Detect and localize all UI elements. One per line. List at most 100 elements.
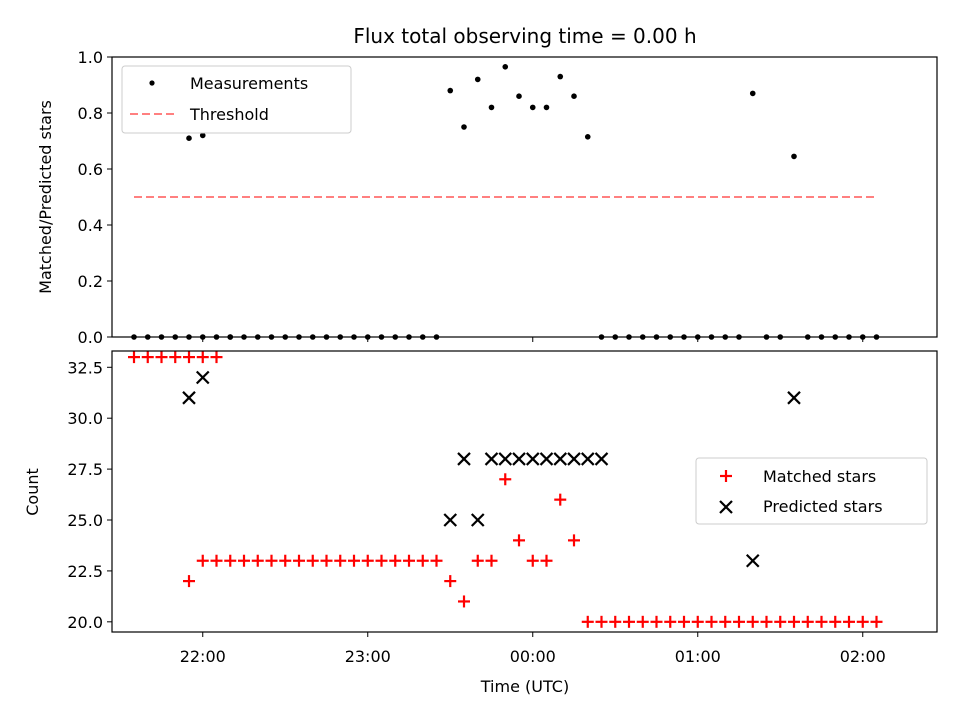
matched-star-point — [196, 351, 209, 364]
x-tick-label: 00:00 — [510, 647, 556, 666]
matched-star-point — [526, 554, 539, 567]
top-legend-box — [121, 65, 352, 134]
matched-star-point — [540, 554, 553, 567]
predicted-star-point — [539, 452, 554, 466]
predicted-star-point — [498, 452, 513, 466]
bottom-legend: Matched stars Predicted stars — [695, 457, 928, 525]
matched-star-point — [678, 615, 690, 628]
bottom-panel: 20.0 22.5 25.0 27.5 30.0 32.5 22:00 23:00 00:00… — [23, 350, 938, 696]
predicted-star-point — [745, 553, 760, 568]
matched-star-point — [554, 493, 567, 506]
measurement-point — [502, 64, 509, 70]
matched-star-point — [361, 554, 374, 567]
top-y-tick-label: 0.4 — [78, 216, 103, 235]
matched-star-point — [513, 534, 525, 547]
matched-star-point — [141, 351, 154, 364]
top-y-tick-label: 0.0 — [78, 328, 103, 347]
matched-star-point — [293, 554, 305, 567]
matched-star-point — [788, 615, 800, 628]
matched-star-point — [183, 575, 195, 588]
predicted-star-point — [525, 452, 540, 466]
matched-star-point — [430, 554, 443, 567]
matched-star-point — [636, 615, 649, 628]
matched-star-point — [210, 351, 223, 364]
matched-star-point — [760, 615, 773, 628]
legend-predicted-marker — [719, 500, 733, 514]
matched-star-point — [375, 554, 388, 567]
x-tick-label: 01:00 — [675, 647, 721, 666]
predicted-star-point — [470, 513, 485, 527]
predicted-star-point — [594, 452, 609, 466]
legend-matched-label: Matched stars — [763, 467, 876, 486]
predicted-star-point — [580, 452, 595, 466]
matched-star-point — [650, 615, 663, 628]
legend-matched-marker — [720, 470, 732, 482]
top-axes-frame — [111, 56, 938, 338]
measurement-point — [447, 87, 454, 94]
bottom-plot-area — [128, 351, 883, 628]
measurement-point — [749, 90, 756, 97]
top-legend: Measurements Threshold — [121, 65, 352, 134]
matched-star-point — [623, 615, 635, 628]
matched-star-point — [815, 615, 828, 628]
measurement-point — [791, 153, 797, 160]
measurement-point — [488, 104, 495, 111]
matched-star-point — [196, 554, 209, 567]
matched-star-point — [843, 615, 855, 628]
predicted-star-point — [443, 513, 458, 527]
matched-star-point — [128, 351, 140, 364]
matched-star-point — [801, 615, 814, 628]
bottom-y-tick-label: 25.0 — [67, 511, 103, 530]
matched-star-point — [856, 615, 869, 628]
x-tick-label: 02:00 — [840, 647, 886, 666]
matched-star-point — [348, 554, 360, 567]
top-y-tick-label: 1.0 — [78, 48, 103, 67]
matched-star-point — [334, 554, 347, 567]
matched-star-point — [595, 615, 608, 628]
measurement-point — [529, 104, 536, 111]
predicted-star-point — [457, 452, 471, 466]
matched-star-point — [471, 554, 484, 567]
predicted-star-point — [195, 370, 210, 385]
matched-star-point — [499, 473, 512, 486]
bottom-y-tick-label: 22.5 — [67, 562, 103, 581]
measurement-point — [557, 73, 564, 80]
matched-star-point — [458, 595, 470, 608]
matched-star-point — [183, 351, 195, 364]
matched-star-point — [609, 615, 622, 628]
top-y-axis: 0.0 0.2 0.4 0.6 0.8 1.0 — [78, 48, 112, 347]
top-y-axis-label: Matched/Predicted stars — [36, 100, 55, 294]
matched-star-point — [568, 534, 580, 547]
matched-star-point — [870, 615, 883, 628]
predicted-star-point — [553, 452, 568, 466]
matched-star-point — [664, 615, 677, 628]
x-tick-label: 23:00 — [345, 647, 391, 666]
matched-star-point — [238, 554, 250, 567]
chart-title: Flux total observing time = 0.00 h — [353, 24, 696, 48]
matched-star-point — [691, 615, 704, 628]
bottom-y-tick-label: 20.0 — [67, 613, 103, 632]
matched-star-point — [279, 554, 292, 567]
top-y-tick-label: 0.6 — [78, 160, 103, 179]
measurement-point — [584, 134, 591, 140]
legend-threshold-label: Threshold — [189, 105, 269, 124]
matched-star-point — [733, 615, 745, 628]
matched-star-point — [719, 615, 732, 628]
matched-star-point — [224, 554, 237, 567]
matched-star-point — [403, 554, 415, 567]
matched-star-point — [774, 615, 787, 628]
predicted-star-point — [567, 452, 581, 466]
matched-star-point — [581, 615, 594, 628]
measurement-point — [516, 93, 522, 99]
top-y-tick-label: 0.8 — [78, 104, 103, 123]
matched-star-point — [485, 554, 498, 567]
matched-star-point — [169, 351, 182, 364]
predicted-star-point — [484, 452, 499, 466]
measurement-point — [199, 132, 206, 139]
matched-star-point — [210, 554, 223, 567]
top-y-tick-label: 0.2 — [78, 272, 103, 291]
matched-star-point — [746, 615, 759, 628]
legend-measurements-marker — [149, 80, 155, 86]
matched-star-point — [265, 554, 278, 567]
